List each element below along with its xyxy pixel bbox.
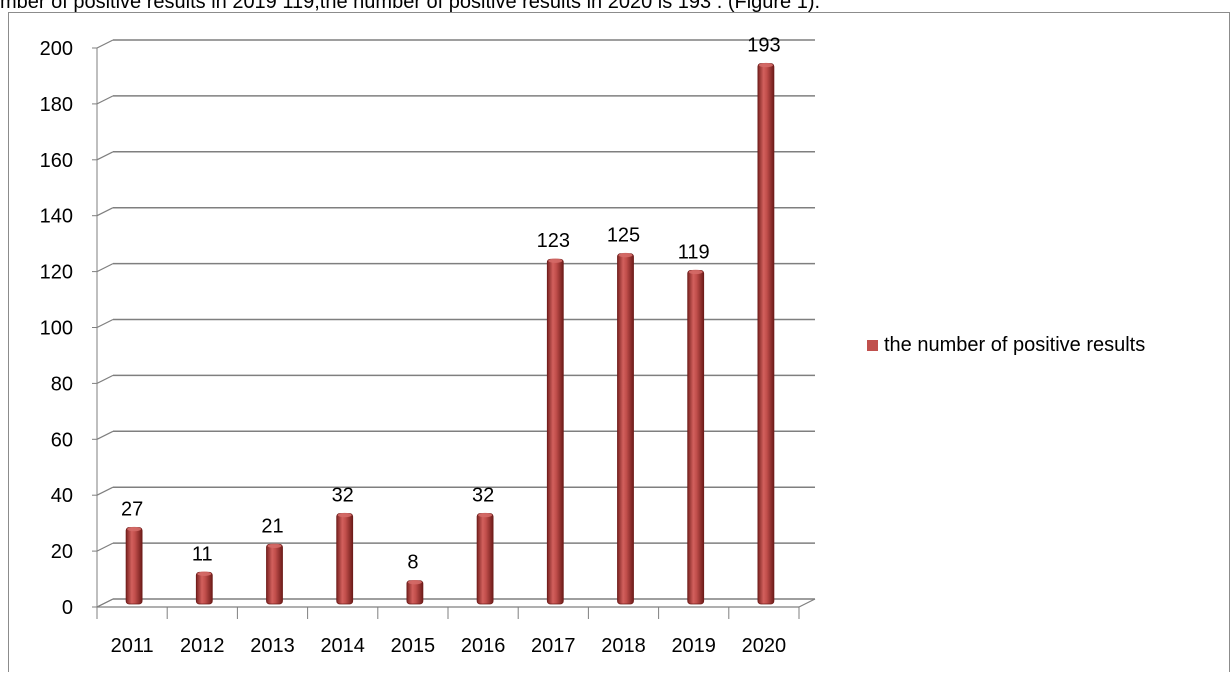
data-label: 11 xyxy=(192,543,213,565)
gridline-side xyxy=(96,207,114,217)
bar xyxy=(617,253,634,605)
x-tick-label: 2018 xyxy=(601,635,646,657)
y-tick-label: 20 xyxy=(51,541,73,563)
x-tick-label: 2019 xyxy=(671,635,716,657)
gridline-side xyxy=(96,374,114,384)
legend-swatch xyxy=(867,340,878,351)
y-tick-label: 160 xyxy=(40,150,73,172)
gridline-side xyxy=(96,39,114,49)
y-tick-label: 200 xyxy=(40,38,73,60)
x-tick-label: 2017 xyxy=(531,635,576,657)
y-tick-label: 180 xyxy=(40,94,73,116)
bar-top xyxy=(548,258,563,263)
y-tick-label: 100 xyxy=(40,318,73,340)
data-label: 125 xyxy=(607,225,640,247)
bar-top xyxy=(688,269,703,275)
bar-top xyxy=(267,543,282,549)
data-label: 193 xyxy=(747,35,780,57)
gridline-side xyxy=(96,542,114,552)
data-label: 21 xyxy=(261,515,283,537)
bar xyxy=(266,543,283,605)
bar xyxy=(687,269,705,605)
x-tick-label: 2016 xyxy=(461,635,506,657)
y-tick-label: 80 xyxy=(51,373,73,395)
bar-top xyxy=(758,62,773,68)
bar-top xyxy=(197,571,212,576)
gridline-side xyxy=(96,318,114,329)
bar xyxy=(195,571,213,605)
bar xyxy=(546,258,564,605)
data-label: 119 xyxy=(678,241,710,263)
x-tick-label: 2013 xyxy=(250,635,295,657)
gridline-side xyxy=(96,151,114,161)
y-tick-label: 0 xyxy=(62,597,73,619)
bar xyxy=(125,527,143,605)
x-tick-label: 2020 xyxy=(742,635,787,657)
data-label: 8 xyxy=(407,552,418,574)
bar xyxy=(336,513,354,605)
chart-frame xyxy=(8,12,1230,672)
floor-edge xyxy=(798,598,816,608)
bar-top xyxy=(407,579,422,585)
y-tick-label: 140 xyxy=(40,206,73,228)
bar-top xyxy=(478,512,493,518)
x-tick-label: 2014 xyxy=(320,635,365,657)
data-label: 27 xyxy=(121,499,143,521)
data-label: 123 xyxy=(537,230,570,252)
y-tick-label: 120 xyxy=(40,262,73,284)
y-tick-label: 40 xyxy=(51,485,73,507)
bar-top xyxy=(337,512,352,518)
legend-label: the number of positive results xyxy=(884,334,1145,356)
y-tick-label: 60 xyxy=(51,429,73,451)
bar xyxy=(476,513,494,605)
bar-top xyxy=(618,252,633,258)
gridline-side xyxy=(96,95,114,105)
gridline-side xyxy=(96,598,114,608)
bar xyxy=(757,63,775,605)
gridline-side xyxy=(96,430,114,440)
gridline-side xyxy=(96,486,114,496)
data-label: 32 xyxy=(472,485,494,507)
data-label: 32 xyxy=(332,485,354,507)
gridline-side xyxy=(96,263,114,273)
x-tick-label: 2015 xyxy=(391,635,436,657)
x-tick-label: 2011 xyxy=(111,635,154,657)
clipped-caption: mber of positive results in 2019 119,the… xyxy=(0,0,821,13)
x-tick-label: 2012 xyxy=(180,635,225,657)
bar-top xyxy=(127,526,142,532)
